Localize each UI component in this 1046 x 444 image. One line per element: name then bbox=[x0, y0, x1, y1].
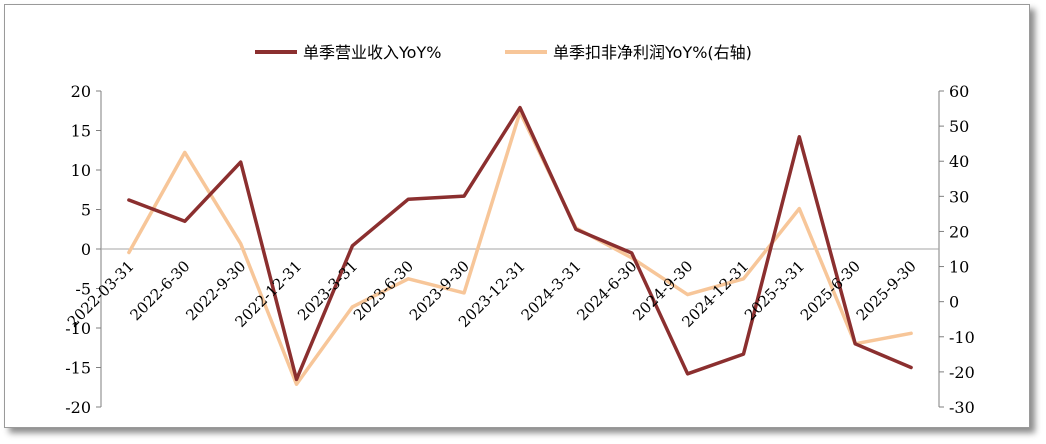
right-tick-label: -10 bbox=[949, 328, 975, 347]
x-tick-label: 2024-6-30 bbox=[573, 257, 640, 324]
series-line-revenue-yoy bbox=[127, 105, 913, 382]
x-tick-label: 2025-9-30 bbox=[853, 257, 920, 324]
legend: 单季营业收入YoY% 单季扣非净利润YoY%(右轴) bbox=[255, 43, 752, 62]
right-tick-label: 20 bbox=[949, 222, 969, 241]
left-tick-label: -10 bbox=[65, 319, 91, 338]
series-line-profit-yoy bbox=[127, 110, 913, 386]
x-tick-label: 2023-6-30 bbox=[350, 257, 417, 324]
x-tick-labels: 2022-03-312022-6-302022-9-302022-12-3120… bbox=[64, 257, 920, 331]
series-lines bbox=[127, 105, 913, 386]
left-tick-label: 5 bbox=[81, 201, 91, 220]
right-tick-label: 0 bbox=[949, 293, 959, 312]
x-tick-label: 2025-6-30 bbox=[797, 257, 864, 324]
line-chart: 单季营业收入YoY% 单季扣非净利润YoY%(右轴) -20 -15 -10 -5 0 5… bbox=[64, 43, 975, 417]
right-tick-label: 40 bbox=[949, 152, 969, 171]
right-tick-label: 30 bbox=[949, 187, 969, 206]
legend-label-profit: 单季扣非净利润YoY%(右轴) bbox=[553, 43, 752, 62]
left-tick-label: 10 bbox=[71, 161, 91, 180]
right-tick-label: -30 bbox=[949, 398, 975, 417]
left-tick-label: -5 bbox=[75, 280, 91, 299]
right-tick-label: -20 bbox=[949, 363, 975, 382]
x-tick-label: 2024-3-31 bbox=[518, 257, 585, 324]
left-tick-label: 0 bbox=[81, 240, 91, 259]
axes: -20 -15 -10 -5 0 5 10 15 20 -30 -20 -10 0 10 20 30 40 50 6… bbox=[65, 82, 975, 417]
right-tick-label: 60 bbox=[949, 82, 969, 101]
left-tick-label: 20 bbox=[71, 82, 91, 101]
right-tick-label: 10 bbox=[949, 258, 969, 277]
left-tick-label: -15 bbox=[65, 359, 91, 378]
left-tick-label: -20 bbox=[65, 398, 91, 417]
x-tick-label: 2023-3-31 bbox=[294, 257, 361, 324]
legend-label-revenue: 单季营业收入YoY% bbox=[303, 43, 441, 62]
right-tick-label: 50 bbox=[949, 117, 969, 136]
left-tick-label: 15 bbox=[71, 122, 91, 141]
chart-frame: 单季营业收入YoY% 单季扣非净利润YoY%(右轴) -20 -15 -10 -5 0 5… bbox=[4, 4, 1030, 428]
x-tick-label: 2022-6-30 bbox=[126, 257, 193, 324]
